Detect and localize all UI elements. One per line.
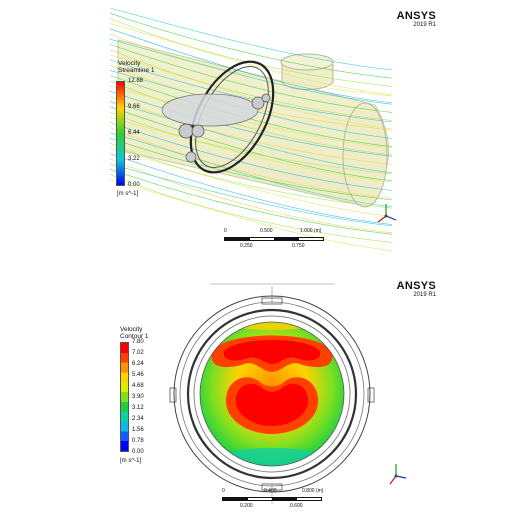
scale-label: 1.000 (m) <box>300 228 322 234</box>
streamline-render <box>109 7 397 251</box>
scale-bar <box>222 497 322 501</box>
legend-tick: 2.34 <box>132 416 144 422</box>
legend-tick: 3.22 <box>128 156 140 162</box>
scale-bar <box>224 237 324 241</box>
legend-title-line-1: Velocity <box>120 326 143 333</box>
ansys-logo: ANSYS 2019 R1 <box>397 10 436 28</box>
contour-viewport[interactable]: ANSYS 2019 R1 Velocity Contour 1 7.80 7.0… <box>0 260 520 520</box>
ansys-logo: ANSYS 2019 R1 <box>397 280 436 298</box>
legend-tick: 0.78 <box>132 438 144 444</box>
legend-title: Velocity Contour 1 <box>120 326 149 340</box>
distributor <box>161 93 259 127</box>
brand-version: 2019 R1 <box>413 22 436 28</box>
legend-tick: 7.02 <box>132 350 144 356</box>
pipe-outlet <box>342 102 388 208</box>
scale-label: 0 <box>222 488 225 494</box>
legend-tick: 3.90 <box>132 394 144 400</box>
port-1 <box>178 123 194 139</box>
legend-tick: 4.68 <box>132 383 144 389</box>
legend-title-line-2: Contour 1 <box>120 333 149 340</box>
legend-tick: 9.66 <box>128 104 140 110</box>
scale-label: 0.250 <box>240 243 253 249</box>
color-legend-bar <box>116 81 125 186</box>
port-2 <box>191 124 205 138</box>
port-5 <box>185 151 197 163</box>
legend-unit: [m s^-1] <box>117 191 139 197</box>
streamline-viewport[interactable]: ANSYS 2019 R1 Velocity Streamline 1 12.8… <box>0 0 520 260</box>
scale-label: 0.200 <box>240 503 253 509</box>
legend-tick: 7.80 <box>132 339 144 345</box>
length-scale: 0 0.500 1.000 (m) 0.250 0.750 <box>220 228 340 250</box>
flange-ring <box>186 308 358 480</box>
legend-title-line-2: Streamline 1 <box>118 67 155 74</box>
legend-title: Velocity Streamline 1 <box>118 60 155 74</box>
legend-tick: 5.46 <box>132 372 144 378</box>
brand-version: 2019 R1 <box>413 292 436 298</box>
axis-triad-icon <box>377 204 397 223</box>
scale-label: 0 <box>224 228 227 234</box>
brand-name: ANSYS <box>396 280 436 292</box>
legend-tick: 3.12 <box>132 405 144 411</box>
brand-name: ANSYS <box>396 10 436 22</box>
legend-tick: 1.56 <box>132 427 144 433</box>
outer-ring <box>173 295 371 493</box>
port-3 <box>251 96 265 110</box>
legend-tick: 0.00 <box>128 182 140 188</box>
length-scale: 0 0.400 0.800 (m) 0.200 0.600 <box>218 488 338 510</box>
axis-triad-icon <box>389 464 407 485</box>
scale-label: 0.400 <box>264 488 277 494</box>
legend-tick: 0.00 <box>132 449 144 455</box>
contour-render <box>169 283 407 504</box>
legend-title-line-1: Velocity <box>118 60 141 67</box>
legend-tick: 12.88 <box>128 78 144 84</box>
legend-tick: 6.24 <box>132 361 144 367</box>
port-4 <box>261 93 271 103</box>
legend-tick: 6.44 <box>128 130 140 136</box>
scale-label: 0.600 <box>290 503 303 509</box>
legend-unit: [m s^-1] <box>120 458 142 464</box>
scale-label: 0.500 <box>260 228 273 234</box>
velocity-contour <box>200 322 344 466</box>
scale-label: 0.800 (m) <box>302 488 324 494</box>
scale-label: 0.750 <box>292 243 305 249</box>
color-legend-bar <box>120 342 129 452</box>
